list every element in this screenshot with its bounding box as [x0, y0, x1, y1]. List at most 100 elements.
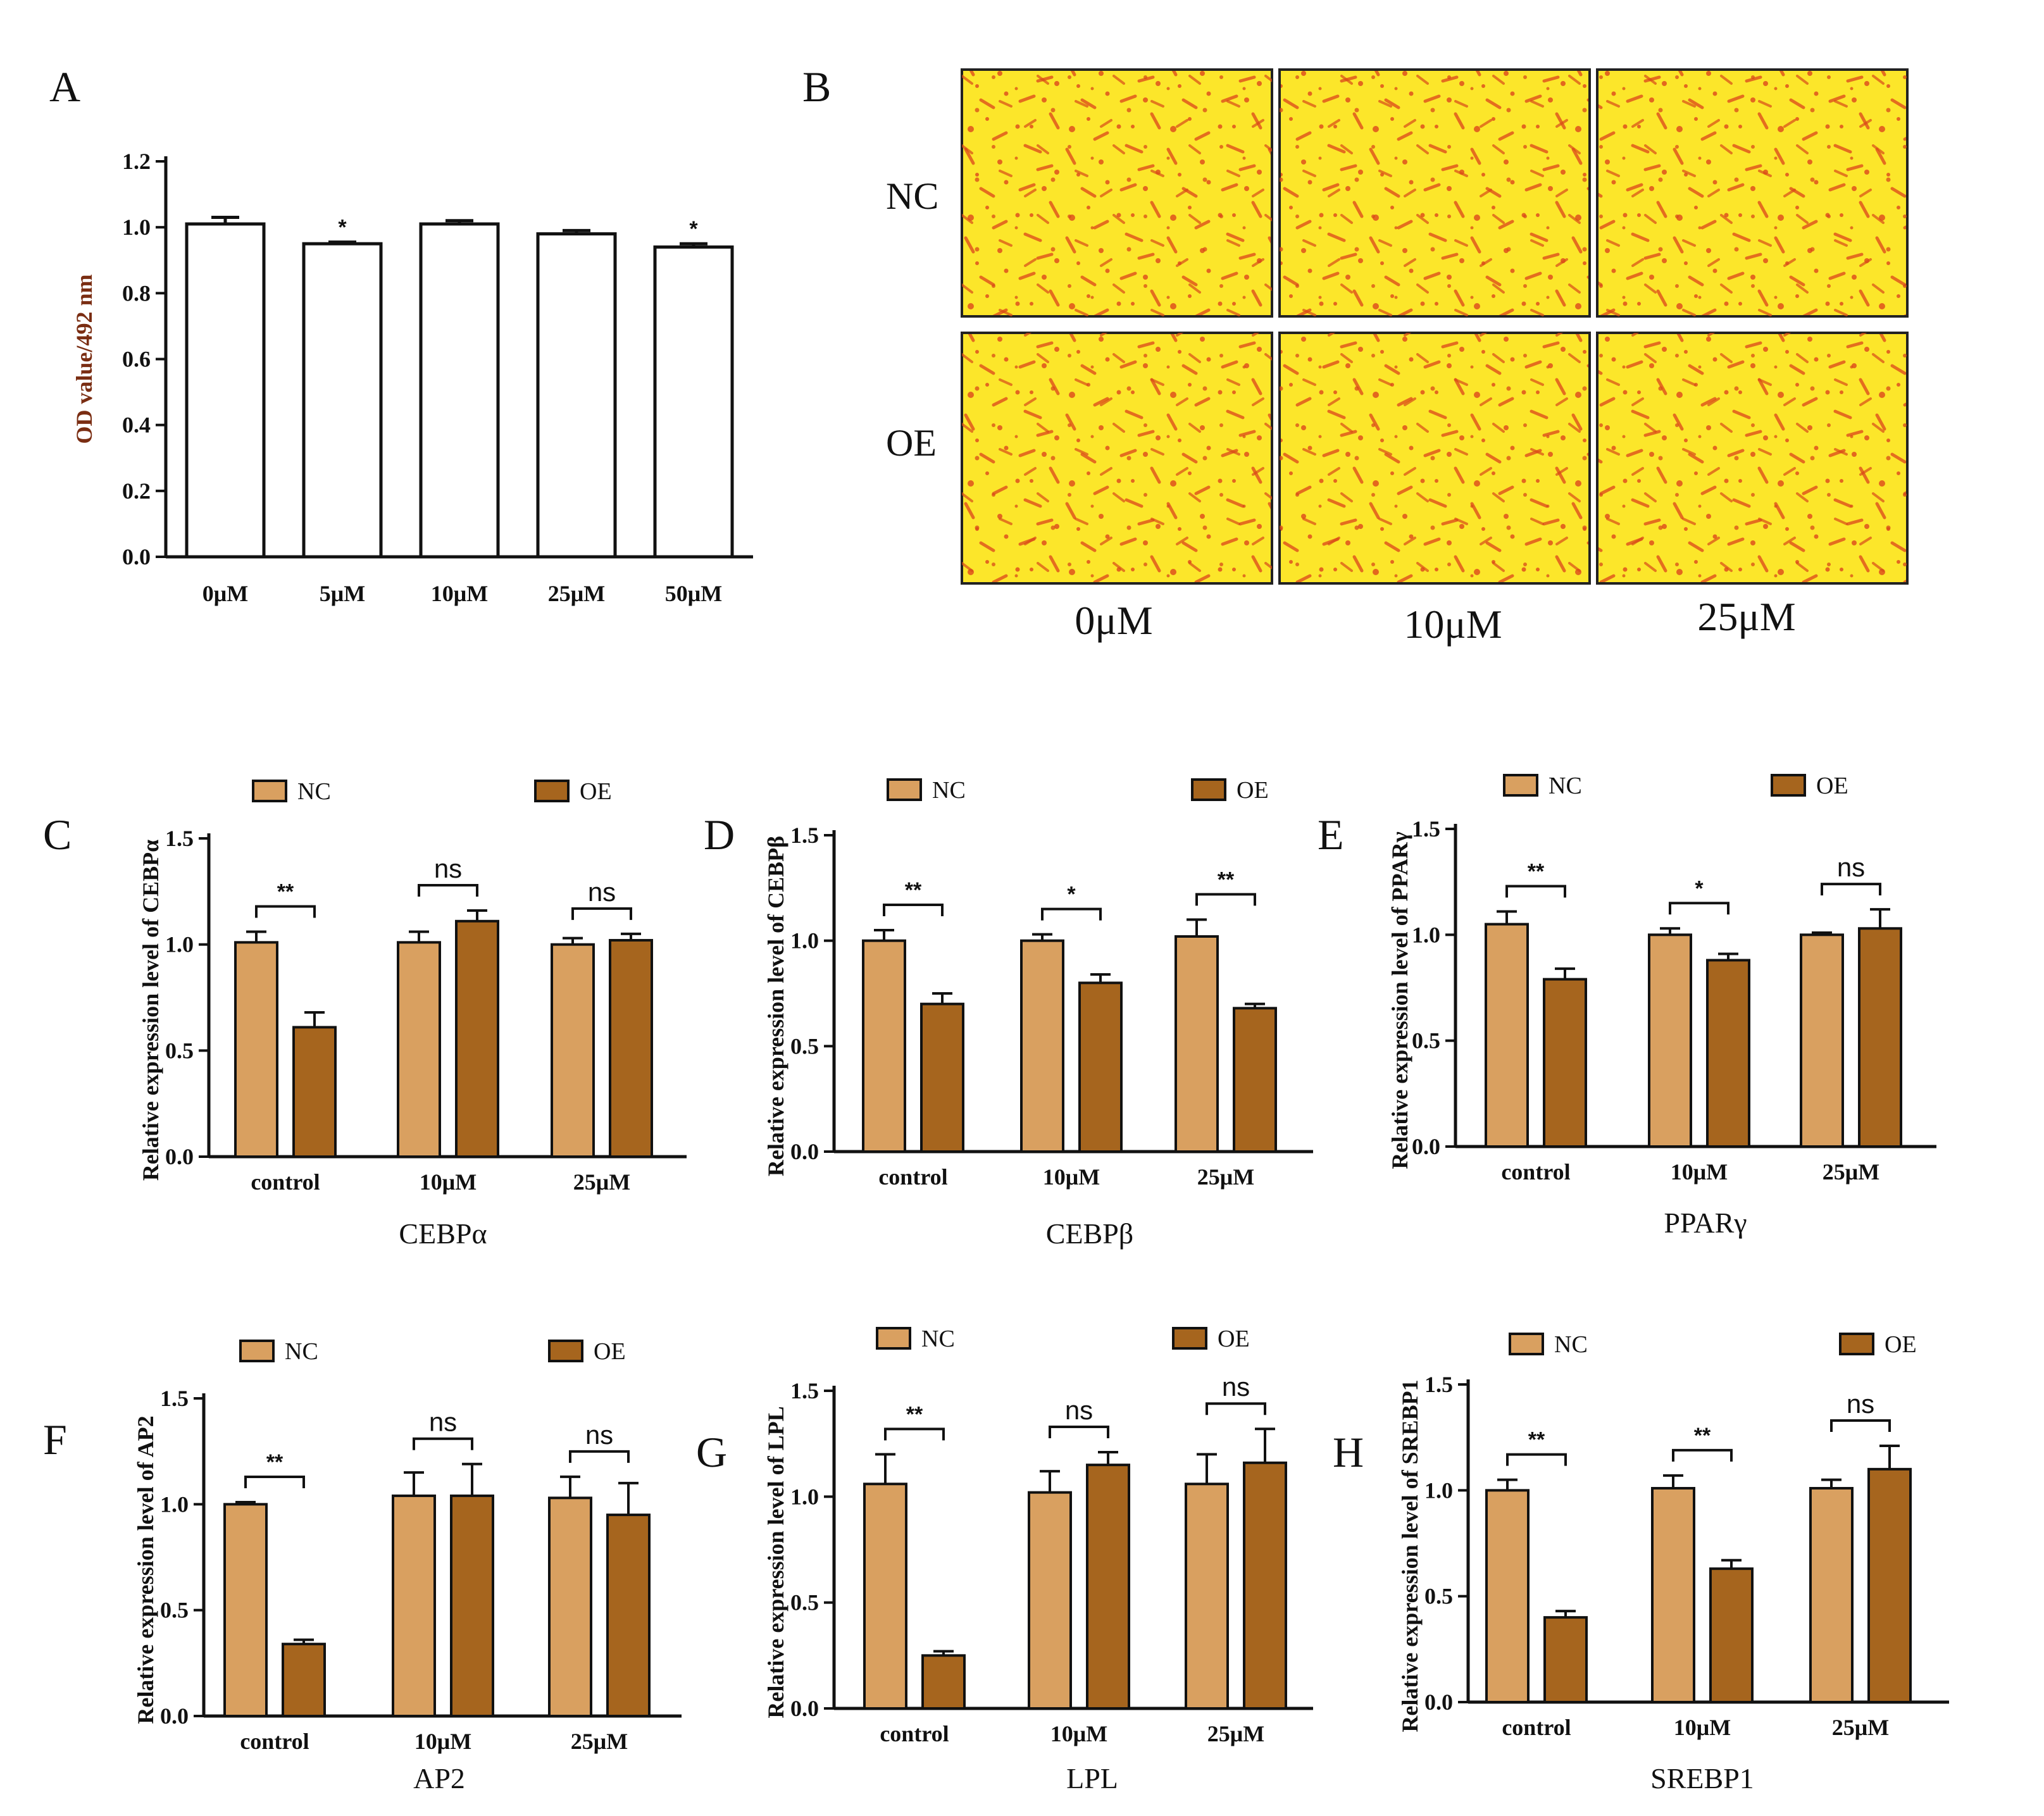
chart-h-legend-label-oe: OE	[1885, 1331, 1917, 1358]
chart-c-legend-label-nc: NC	[297, 778, 331, 805]
chart-g-legend-label-oe: OE	[1218, 1326, 1250, 1352]
chart-g-title: LPL	[1066, 1762, 1118, 1794]
chart-h-ytick-label: 1.0	[1424, 1477, 1453, 1503]
chart-g-xtick-label: 10μM	[1050, 1721, 1107, 1746]
panel-letter-e: E	[1318, 811, 1344, 859]
chart-g-significance-label: ns	[1222, 1372, 1250, 1402]
chart-f-xtick-label: 10μM	[414, 1729, 471, 1754]
chart-e-legend-swatch-oe	[1771, 774, 1806, 797]
chart-d-legend-swatch-nc	[887, 778, 922, 801]
chart-a-bar	[536, 232, 617, 559]
chart-f-ytick-label: 1.5	[160, 1386, 189, 1411]
chart-e-significance-bracket	[1505, 885, 1566, 898]
col-label-0um: 0μM	[1075, 598, 1152, 643]
chart-d-y-axis-label: Relative expression level of CEBPβ	[763, 836, 788, 1176]
chart-h-significance-label: **	[1528, 1428, 1545, 1452]
chart-c-bar-nc	[551, 943, 595, 1158]
chart-g-significance-bracket	[884, 1427, 945, 1441]
chart-h-significance-bracket	[1830, 1419, 1891, 1433]
chart-c-xtick-label: 25μM	[573, 1169, 630, 1195]
chart-e-y-axis-label: Relative expression level of PPARγ	[1387, 831, 1412, 1169]
chart-c-ytick-label: 1.5	[165, 826, 194, 851]
chart-c-bar-oe	[455, 919, 499, 1159]
chart-g-ytick-label: 0.0	[790, 1696, 819, 1721]
chart-e-bar-oe	[1706, 959, 1750, 1148]
chart-e: 0.0 0.5 1.0 1.5 ** control * 10μM ns 25μM NC OE Rela…	[1387, 773, 1936, 1239]
chart-c-xtick-label: 10μM	[420, 1169, 477, 1195]
chart-a-bar	[302, 242, 383, 559]
micrograph-oe-10um	[1278, 332, 1591, 585]
chart-a-ytick-label: 0.0	[122, 544, 151, 569]
chart-f-ytick-label: 0.5	[160, 1598, 189, 1623]
chart-f-significance-label: **	[266, 1450, 284, 1474]
chart-d-ytick-label: 0.0	[790, 1139, 819, 1164]
chart-g-y-axis-label: Relative expression level of LPL	[763, 1406, 788, 1718]
chart-a-y-axis-label: OD value/492 nm	[72, 274, 97, 444]
chart-c-title: CEBPα	[399, 1217, 487, 1250]
chart-f: 0.0 0.5 1.0 1.5 ** control ns 10μM ns 25μM NC OE Rel…	[133, 1338, 682, 1794]
chart-h-bar-nc	[1651, 1486, 1695, 1703]
chart-d-legend-label-oe: OE	[1237, 777, 1269, 804]
chart-e-significance-bracket	[1821, 883, 1881, 896]
chart-f-bar-oe	[282, 1643, 326, 1718]
chart-a-ytick-label: 0.2	[122, 478, 151, 504]
chart-c-bar-oe	[292, 1026, 337, 1158]
chart-g-significance-bracket	[1049, 1426, 1109, 1439]
chart-a-xtick-label: 50μM	[665, 581, 722, 606]
chart-a-bar	[419, 222, 500, 559]
micrograph-nc-10um	[1278, 68, 1591, 318]
chart-d-legend-swatch-oe	[1191, 778, 1226, 801]
chart-d-significance-label: **	[905, 878, 922, 902]
chart-c-significance-bracket	[255, 905, 316, 918]
chart-h-significance-label: **	[1694, 1424, 1711, 1448]
panel-letter-h: H	[1333, 1428, 1364, 1476]
chart-h-bar-nc	[1809, 1486, 1854, 1703]
chart-h-ytick-label: 1.5	[1424, 1372, 1453, 1397]
chart-h-bar-oe	[1709, 1567, 1754, 1703]
chart-e-legend-label-nc: NC	[1549, 773, 1582, 799]
chart-h-bar-oe	[1867, 1467, 1912, 1704]
chart-c-significance-bracket	[418, 884, 478, 897]
chart-e-significance-label: *	[1695, 876, 1704, 900]
chart-f-legend-swatch-oe	[548, 1340, 583, 1362]
chart-e-significance-label: ns	[1837, 852, 1865, 882]
chart-h-ytick-label: 0.0	[1424, 1689, 1453, 1715]
chart-d-title: CEBPβ	[1046, 1217, 1133, 1250]
chart-h-significance-bracket	[1506, 1453, 1567, 1466]
chart-d-bar-oe	[920, 1002, 964, 1153]
chart-d-significance-bracket	[1041, 907, 1102, 921]
chart-d-ytick-label: 1.0	[790, 928, 819, 954]
chart-c: 0.0 0.5 1.0 1.5 ** control ns 10μM ns 25μM NC OE Rel…	[138, 778, 687, 1250]
chart-e-xtick-label: 10μM	[1671, 1159, 1728, 1185]
chart-a-xtick-label: 25μM	[548, 581, 605, 606]
chart-a-bar	[653, 245, 734, 559]
chart-e-legend-swatch-nc	[1503, 774, 1538, 797]
chart-c-xtick-label: control	[251, 1169, 320, 1195]
chart-g-legend-swatch-oe	[1172, 1327, 1207, 1350]
chart-e-ytick-label: 1.0	[1412, 922, 1440, 947]
chart-c-bar-nc	[234, 941, 278, 1159]
chart-e-bar-nc	[1648, 933, 1692, 1148]
chart-f-xtick-label: 25μM	[571, 1729, 628, 1754]
chart-g-bar-nc	[1028, 1491, 1072, 1710]
chart-d-bar-nc	[862, 939, 906, 1153]
chart-d: 0.0 0.5 1.0 1.5 ** control * 10μM ** 25μM NC OE Rela…	[763, 777, 1313, 1250]
chart-f-ytick-label: 0.0	[160, 1703, 189, 1729]
chart-g-bar-nc	[1185, 1483, 1229, 1710]
chart-h-xtick-label: 10μM	[1674, 1715, 1731, 1740]
chart-d-xtick-label: 25μM	[1197, 1164, 1254, 1190]
chart-h-legend-swatch-nc	[1509, 1333, 1544, 1355]
chart-e-bar-nc	[1485, 923, 1529, 1148]
chart-c-ytick-label: 1.0	[165, 932, 194, 957]
chart-f-significance-bracket	[569, 1450, 630, 1463]
chart-a-ytick-label: 1.0	[122, 215, 151, 240]
chart-d-bar-nc	[1175, 935, 1219, 1153]
micrograph-grid: NC OE 0μM 10μM 25μM	[886, 68, 1909, 647]
chart-f-bar-oe	[606, 1514, 651, 1717]
chart-d-bar-nc	[1020, 939, 1064, 1153]
chart-c-significance-bracket	[571, 907, 632, 920]
chart-g-ytick-label: 1.0	[790, 1484, 819, 1509]
chart-h-title: SREBP1	[1650, 1762, 1754, 1794]
chart-g-bar-oe	[1243, 1461, 1287, 1710]
col-label-25um: 25μM	[1697, 594, 1795, 639]
